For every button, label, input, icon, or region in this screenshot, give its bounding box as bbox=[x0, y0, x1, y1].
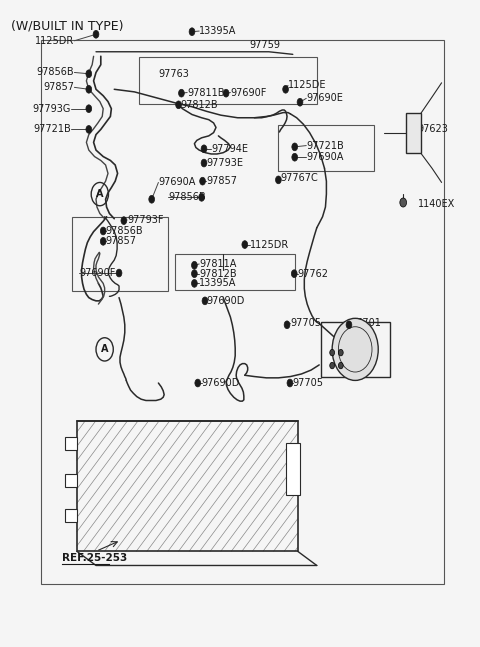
Text: 97793E: 97793E bbox=[206, 158, 243, 168]
Circle shape bbox=[276, 176, 281, 184]
Circle shape bbox=[297, 98, 303, 106]
Circle shape bbox=[200, 177, 205, 185]
Circle shape bbox=[116, 269, 122, 277]
Circle shape bbox=[201, 159, 207, 167]
Bar bbox=[406, 113, 421, 153]
Circle shape bbox=[100, 227, 106, 235]
Circle shape bbox=[400, 198, 407, 207]
Circle shape bbox=[86, 126, 92, 133]
Text: 97721B: 97721B bbox=[33, 124, 71, 135]
Circle shape bbox=[223, 89, 229, 97]
Text: 97705: 97705 bbox=[290, 318, 322, 329]
Text: 97690D: 97690D bbox=[202, 378, 240, 388]
Text: 97856B: 97856B bbox=[37, 67, 74, 78]
Text: 97793F: 97793F bbox=[127, 215, 164, 225]
Circle shape bbox=[149, 195, 155, 203]
Bar bbox=[41, 40, 444, 584]
Text: 97857: 97857 bbox=[43, 82, 74, 93]
Circle shape bbox=[86, 70, 92, 78]
Bar bbox=[175, 254, 295, 290]
Text: 97705: 97705 bbox=[293, 378, 324, 388]
Circle shape bbox=[86, 85, 92, 93]
Circle shape bbox=[86, 105, 92, 113]
Circle shape bbox=[192, 270, 197, 278]
Bar bbox=[65, 474, 77, 487]
Text: 97856B: 97856B bbox=[168, 192, 205, 203]
Text: 97856B: 97856B bbox=[106, 226, 143, 236]
Text: 97857: 97857 bbox=[106, 236, 137, 247]
Circle shape bbox=[292, 143, 298, 151]
Circle shape bbox=[179, 89, 184, 97]
Circle shape bbox=[332, 318, 378, 380]
Bar bbox=[77, 421, 298, 551]
Bar bbox=[72, 217, 168, 291]
Bar bbox=[321, 322, 390, 377]
Text: 97690E: 97690E bbox=[306, 93, 343, 104]
Circle shape bbox=[192, 280, 197, 287]
Circle shape bbox=[292, 153, 298, 161]
Text: A: A bbox=[96, 189, 104, 199]
Bar bbox=[278, 125, 374, 171]
Bar bbox=[65, 509, 77, 522]
Text: 97811A: 97811A bbox=[199, 259, 237, 269]
Text: 13395A: 13395A bbox=[199, 278, 237, 289]
Text: (W/BUILT IN TYPE): (W/BUILT IN TYPE) bbox=[11, 19, 123, 32]
Circle shape bbox=[330, 362, 335, 369]
Text: 97767C: 97767C bbox=[281, 173, 319, 183]
Circle shape bbox=[283, 85, 288, 93]
Circle shape bbox=[100, 237, 106, 245]
Text: 97701: 97701 bbox=[350, 318, 381, 329]
Text: 97690F: 97690F bbox=[79, 268, 116, 278]
Text: 97857: 97857 bbox=[206, 176, 238, 186]
Circle shape bbox=[284, 321, 290, 329]
Text: 1140EX: 1140EX bbox=[418, 199, 455, 210]
Bar bbox=[286, 443, 300, 495]
Circle shape bbox=[93, 30, 99, 38]
Circle shape bbox=[287, 379, 293, 387]
Circle shape bbox=[202, 297, 208, 305]
Text: 97793G: 97793G bbox=[33, 104, 71, 114]
Text: 1125DR: 1125DR bbox=[250, 239, 289, 250]
Circle shape bbox=[201, 145, 207, 153]
Text: 97811B: 97811B bbox=[187, 87, 225, 98]
Text: 1125DE: 1125DE bbox=[288, 80, 326, 91]
Text: 97623: 97623 bbox=[418, 124, 448, 135]
Text: 97762: 97762 bbox=[298, 269, 329, 279]
Text: REF.25-253: REF.25-253 bbox=[62, 553, 128, 563]
Text: 97812B: 97812B bbox=[180, 100, 217, 110]
Text: 97690D: 97690D bbox=[206, 296, 245, 306]
Circle shape bbox=[338, 349, 343, 356]
Circle shape bbox=[176, 101, 181, 109]
Circle shape bbox=[121, 217, 127, 225]
Circle shape bbox=[338, 362, 343, 369]
Circle shape bbox=[192, 261, 197, 269]
Circle shape bbox=[242, 241, 248, 248]
Circle shape bbox=[291, 270, 297, 278]
Text: 13395A: 13395A bbox=[199, 26, 237, 36]
Text: 97690A: 97690A bbox=[158, 177, 196, 188]
Bar bbox=[65, 437, 77, 450]
Text: 97721B: 97721B bbox=[306, 140, 344, 151]
Text: 97759: 97759 bbox=[250, 40, 281, 50]
Text: 97690F: 97690F bbox=[230, 87, 267, 98]
Bar bbox=[139, 57, 317, 104]
Text: 97794E: 97794E bbox=[211, 144, 248, 154]
Circle shape bbox=[195, 379, 201, 387]
Circle shape bbox=[346, 321, 352, 329]
Text: 97812B: 97812B bbox=[199, 269, 237, 279]
Circle shape bbox=[189, 28, 195, 36]
Text: 97690A: 97690A bbox=[306, 152, 344, 162]
Text: 1125DR: 1125DR bbox=[35, 36, 74, 46]
Circle shape bbox=[330, 349, 335, 356]
Text: A: A bbox=[101, 344, 108, 355]
Circle shape bbox=[199, 193, 204, 201]
Text: 97763: 97763 bbox=[158, 69, 189, 79]
